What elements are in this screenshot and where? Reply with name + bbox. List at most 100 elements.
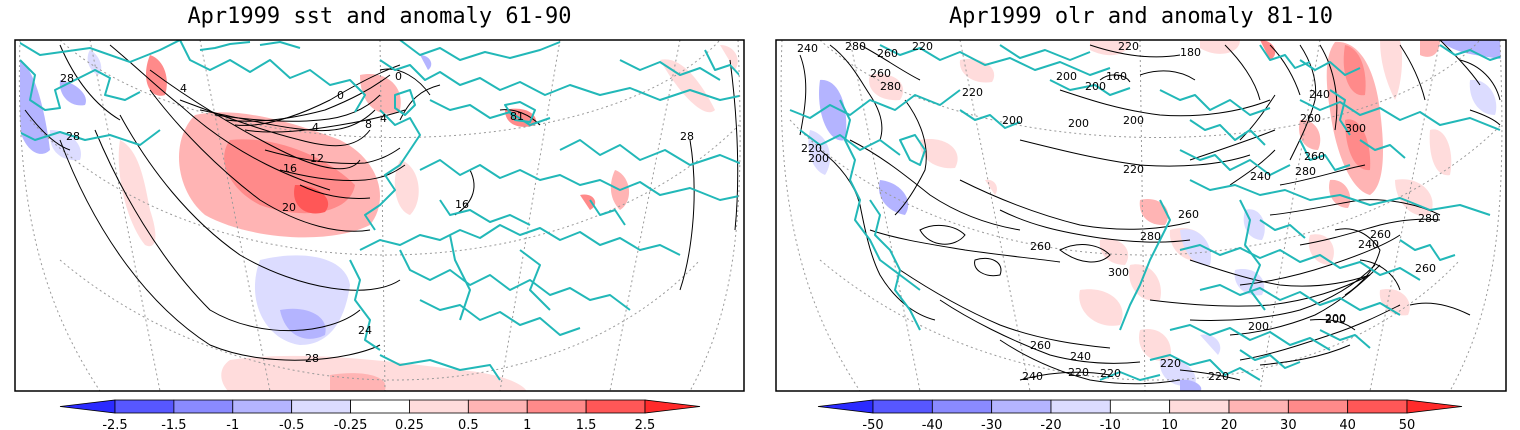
sst-map-frame — [14, 39, 745, 392]
colorbar-tick-label: -10 — [1100, 418, 1121, 430]
olr-contour-label: 260 — [1370, 228, 1391, 241]
sst-coastlines — [15, 40, 744, 381]
colorbar-tick-label: -2.5 — [102, 418, 127, 430]
olr-contour-label: 260 — [1300, 112, 1321, 125]
sst-contour-label: 4 — [380, 112, 387, 125]
olr-contour-label: 200 — [808, 152, 829, 165]
sst-contour-label: 28 — [66, 130, 80, 143]
colorbar-segment — [526, 399, 587, 414]
colorbar-min-arrow — [817, 399, 874, 414]
olr-contour-label: 200 — [1002, 114, 1023, 127]
olr-contour-label: 260 — [1304, 150, 1325, 163]
olr-contour-label: 240 — [1309, 88, 1330, 101]
olr-anomaly-shading — [808, 40, 1506, 391]
colorbar-tick-label: 40 — [1339, 418, 1356, 430]
sst-contour-label: 4 — [312, 121, 319, 134]
olr-contour-label: 260 — [870, 67, 891, 80]
colorbar-segment — [114, 399, 175, 414]
sst-graticule — [29, 40, 744, 391]
olr-contour-label: 280 — [1418, 212, 1439, 225]
colorbar-tick-label: 1.5 — [576, 418, 597, 430]
colorbar-segment — [872, 399, 933, 414]
colorbar-tick-label: 2.5 — [635, 418, 656, 430]
olr-contour-label: 200 — [1325, 313, 1346, 326]
sst-map-panel — [15, 40, 744, 391]
colorbar-segment — [291, 399, 351, 414]
olr-contour-labels: 240 280 260 220 180 220 260 200 160 200 … — [797, 40, 1439, 383]
colorbar-segment — [467, 399, 528, 414]
sst-contour-label: 81 — [510, 110, 524, 123]
sst-contour-label: 16 — [455, 198, 469, 211]
colorbar-tick-label: -40 — [922, 418, 943, 430]
colorbar-segment — [173, 399, 234, 414]
sst-contour-label: 28 — [680, 130, 694, 143]
olr-contour-label: 200 — [1068, 117, 1089, 130]
olr-contour-label: 180 — [1180, 46, 1201, 59]
olr-contour-label: 240 — [1358, 238, 1379, 251]
olr-contour-label: 220 — [1068, 366, 1089, 379]
colorbar-segment — [409, 399, 469, 414]
colorbar-max-arrow — [644, 399, 701, 414]
colorbar-segment — [1347, 399, 1408, 414]
colorbar-segment — [350, 399, 410, 414]
olr-contour-label: 220 — [912, 40, 933, 53]
olr-contour-label: 240 — [797, 42, 818, 55]
sst-colorbar: -2.5 -1.5 -1 -0.5 -0.25 0.25 0.5 1 1.5 2.5 — [59, 399, 701, 430]
olr-contour-label: 280 — [845, 40, 866, 53]
olr-contour-label: 220 — [962, 86, 983, 99]
olr-contour-label: 260 — [1030, 240, 1051, 253]
colorbar-min-arrow — [59, 399, 116, 414]
sst-contour-label: 0 — [337, 89, 344, 102]
sst-contour-label: 12 — [310, 152, 324, 165]
olr-contour-label: 220 — [1208, 370, 1229, 383]
olr-contour-label: 200 — [1056, 70, 1077, 83]
colorbar-tick-label: -20 — [1040, 418, 1061, 430]
olr-contour-label: 260 — [877, 47, 898, 60]
colorbar-segment — [1050, 399, 1111, 414]
olr-contour-label: 200 — [1325, 312, 1346, 325]
colorbar-tick-label: 1 — [523, 418, 531, 430]
colorbar-segment — [1287, 399, 1349, 414]
sst-contour-label: 4 — [180, 82, 187, 95]
colorbar-segment — [585, 399, 646, 414]
olr-coastlines — [789, 44, 1506, 381]
olr-contour-label: 200 — [1123, 114, 1144, 127]
colorbar-max-arrow — [1406, 399, 1463, 414]
colorbar-segment — [1228, 399, 1289, 414]
sst-contour-label: 0 — [395, 70, 402, 83]
colorbar-segment — [931, 399, 993, 414]
colorbar-tick-label: 30 — [1280, 418, 1297, 430]
colorbar-tick-label: -1 — [226, 418, 239, 430]
olr-contour-label: 220 — [1160, 357, 1181, 370]
colorbar-tick-label: -0.25 — [334, 418, 368, 430]
olr-contour-label: 280 — [880, 80, 901, 93]
colorbar-tick-label: 10 — [1161, 418, 1178, 430]
olr-colorbar: -50 -40 -30 -20 -10 10 20 30 40 50 — [817, 399, 1463, 430]
colorbar-segment — [991, 399, 1052, 414]
olr-contour-label: 240 — [1250, 170, 1271, 183]
olr-contour-label: 220 — [1118, 40, 1139, 53]
left-panel-title: Apr1999 sst and anomaly 61-90 — [187, 4, 572, 29]
olr-contour-label: 200 — [1248, 320, 1269, 333]
olr-contour-label: 300 — [1108, 266, 1129, 279]
olr-contour-label: 260 — [1030, 339, 1051, 352]
colorbar-tick-label: -50 — [862, 418, 883, 430]
right-panel-title: Apr1999 olr and anomaly 81-10 — [948, 4, 1334, 29]
sst-contour-label: 28 — [60, 72, 74, 85]
olr-contour-label: 240 — [1022, 370, 1043, 383]
sst-contour-label: 8 — [365, 118, 372, 131]
olr-contour-label: 220 — [1100, 367, 1121, 380]
olr-contours — [799, 40, 1501, 385]
sst-contour-label: 28 — [305, 352, 319, 365]
olr-contour-label: 280 — [1295, 165, 1316, 178]
olr-contour-label: 280 — [1140, 230, 1161, 243]
sst-contour-label: 16 — [283, 162, 297, 175]
colorbar-segment — [232, 399, 293, 414]
olr-contour-label: 260 — [1178, 208, 1199, 221]
olr-contour-label: 240 — [1070, 350, 1091, 363]
sst-contour-labels: 28 28 4 0 0 4 8 4 12 16 20 16 24 28 28 8… — [60, 70, 694, 365]
olr-contour-label: 160 — [1106, 70, 1127, 83]
colorbar-tick-label: 50 — [1399, 418, 1416, 430]
sst-contour-label: 24 — [358, 324, 372, 337]
